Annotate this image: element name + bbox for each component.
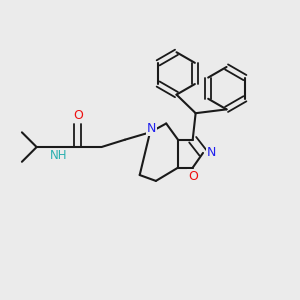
Text: N: N xyxy=(207,146,216,159)
Text: N: N xyxy=(147,122,156,135)
Text: NH: NH xyxy=(50,149,67,162)
Text: O: O xyxy=(73,109,83,122)
Text: O: O xyxy=(188,170,198,183)
